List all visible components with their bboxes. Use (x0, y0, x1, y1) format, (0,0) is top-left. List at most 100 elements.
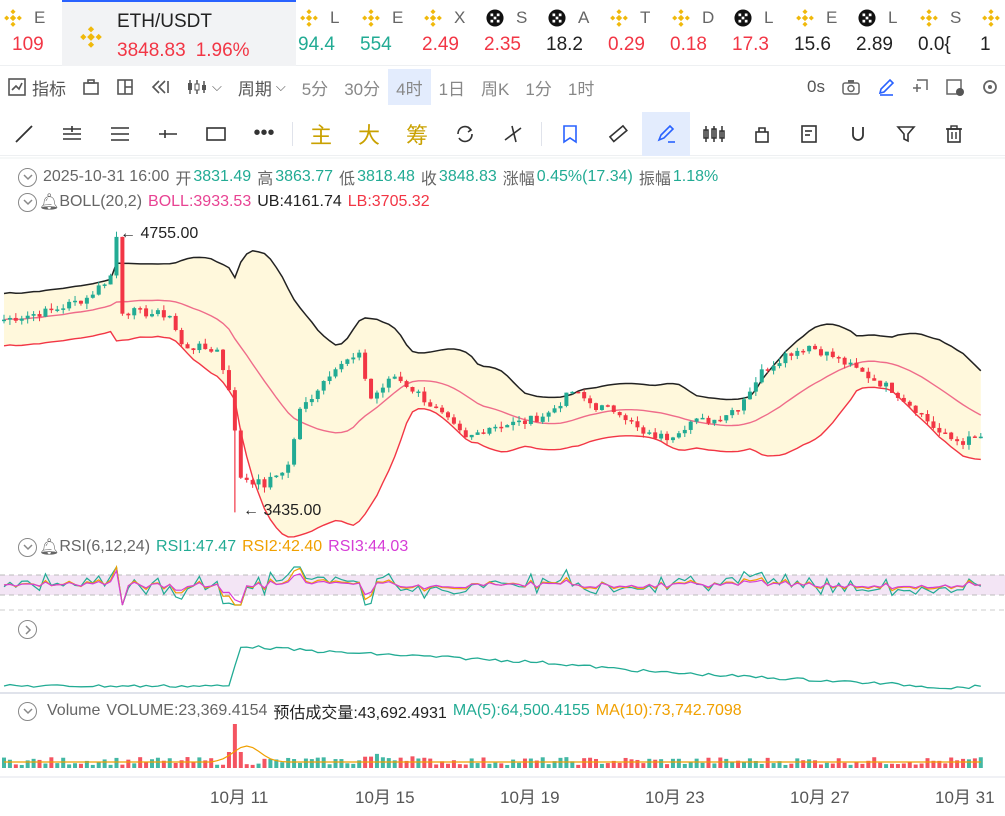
volume-bar (552, 761, 557, 768)
volume-bar (345, 763, 350, 768)
candle-body (594, 403, 598, 410)
candle-body (890, 382, 894, 393)
interval-tab[interactable]: 5分 (301, 79, 329, 99)
collapse-icon[interactable] (18, 537, 37, 557)
more-tools[interactable]: ••• (240, 112, 288, 156)
candle-tool[interactable] (690, 112, 738, 156)
ticker-item[interactable]: E 554 (358, 0, 420, 66)
volume-bar (256, 763, 261, 768)
candle-body (795, 350, 800, 356)
sync-tool[interactable] (441, 112, 489, 156)
interval-tab[interactable]: 周K (481, 79, 510, 99)
ticker-item[interactable]: S 2.35 (482, 0, 544, 66)
candle-body (955, 439, 960, 442)
candle-body (511, 421, 516, 426)
panel-toggle-icon (946, 79, 964, 96)
ticker-price: 2.89 (856, 34, 893, 55)
interval-tab[interactable]: 30分 (344, 79, 381, 99)
ticker-item[interactable]: A 18.2 (544, 0, 606, 66)
volume-bar (599, 763, 604, 768)
collapse-icon[interactable] (18, 192, 37, 212)
measure-tool[interactable] (489, 112, 537, 156)
volume-bar (872, 757, 877, 768)
binance-icon (610, 9, 628, 27)
add-panel-button[interactable] (903, 69, 937, 105)
interval-tab[interactable]: 1日 (438, 79, 466, 99)
note-tool[interactable] (546, 112, 594, 156)
chevron-right-icon[interactable] (18, 620, 37, 639)
ticker-item[interactable]: X 2.49 (420, 0, 482, 66)
ticker-item[interactable]: L 2.89 (854, 0, 916, 66)
bell-icon[interactable]: 🔔︎ (39, 194, 60, 211)
okx-icon (858, 9, 876, 27)
replay-button[interactable] (142, 69, 178, 105)
candle-body (694, 418, 699, 422)
okx-icon (486, 9, 504, 27)
time-axis-label: 10月 19 (500, 788, 560, 807)
candle-body (333, 369, 338, 377)
ticker-price: 0.29 (608, 34, 645, 55)
edit-button[interactable] (869, 69, 903, 105)
interval-tab[interactable]: 1分 (525, 79, 552, 99)
ticker-item[interactable]: S 0.0{ (916, 0, 978, 66)
ticker-item[interactable]: E 15.6 (792, 0, 854, 66)
ticker-item[interactable]: D 0.18 (668, 0, 730, 66)
settings-button[interactable] (937, 69, 973, 105)
more-settings-button[interactable] (973, 69, 1005, 105)
volume-bar (215, 764, 220, 768)
layout-button[interactable] (74, 69, 108, 105)
filter-tool[interactable] (882, 112, 930, 156)
close-label: 收 (420, 171, 437, 188)
ticker-item[interactable]: L 94.4 (296, 0, 358, 66)
hline-tool[interactable] (48, 112, 96, 156)
amplitude-label: 振幅 (638, 171, 671, 188)
ruler-icon (608, 124, 628, 143)
lock-tool[interactable] (738, 112, 786, 156)
period-dropdown[interactable]: 周期 ⌵ (230, 69, 294, 105)
candle-body (138, 308, 143, 310)
volume-bar (700, 762, 705, 768)
ticker-item[interactable]: 1 (978, 0, 1005, 66)
candle-body (209, 349, 214, 352)
edit-note-tool[interactable] (786, 112, 834, 156)
chart-type-button[interactable]: ⌵ (178, 69, 230, 105)
candle-body (771, 366, 776, 371)
indicators-button[interactable]: 指标 (0, 69, 74, 105)
rectangle-tool[interactable] (192, 112, 240, 156)
bell-icon[interactable]: 🔔︎ (39, 539, 60, 556)
main-force-button[interactable]: 主 (297, 112, 345, 156)
candle-body (203, 343, 208, 350)
ticker-item[interactable]: T 0.29 (606, 0, 668, 66)
ticker-item[interactable]: E 109 (0, 0, 62, 66)
delete-tool[interactable] (930, 112, 978, 156)
candle-body (919, 412, 924, 415)
interval-tab[interactable]: 4时 (388, 69, 431, 105)
magnet-tool[interactable] (834, 112, 882, 156)
volume-bar (451, 760, 456, 768)
split-layout-button[interactable] (108, 69, 142, 105)
big-order-button[interactable]: 大 (345, 112, 393, 156)
channel-tool[interactable] (96, 112, 144, 156)
interval-tab[interactable]: 1时 (567, 79, 595, 99)
candle-body (943, 432, 948, 435)
chip-button[interactable]: 筹 (393, 112, 441, 156)
ticker-item[interactable]: L 17.3 (730, 0, 792, 66)
candle-body (440, 407, 445, 413)
collapse-icon[interactable] (18, 701, 37, 721)
screenshot-button[interactable] (833, 69, 869, 105)
collapse-icon[interactable] (18, 167, 37, 187)
ray-tool[interactable] (144, 112, 192, 156)
volume-bar (641, 763, 646, 768)
candle-body (718, 419, 723, 422)
candle-body (558, 405, 563, 409)
volume-bar (73, 763, 78, 768)
ticker-symbol: E (392, 8, 404, 27)
trend-line-tool[interactable] (0, 112, 48, 156)
ruler-tool[interactable] (594, 112, 642, 156)
volume-bar (884, 764, 889, 768)
binance-icon (80, 26, 102, 48)
draw-tool[interactable] (642, 111, 690, 156)
ticker-item[interactable]: ETH/USDT 3848.83 1.96% (62, 0, 296, 66)
candle-body (475, 432, 480, 435)
